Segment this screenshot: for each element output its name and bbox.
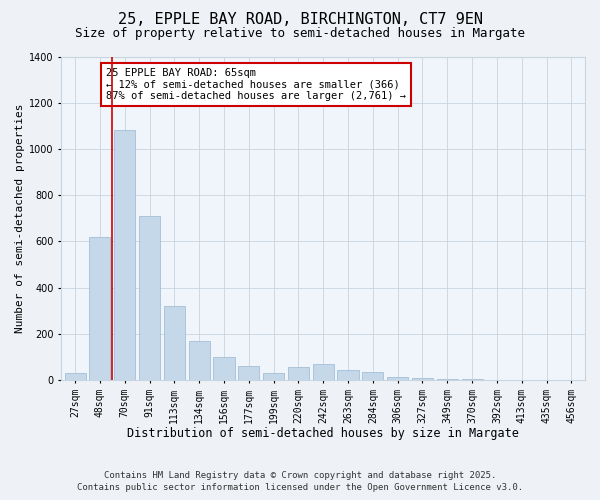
Bar <box>387 377 408 380</box>
Bar <box>313 364 334 380</box>
Bar <box>412 378 433 380</box>
Text: 25 EPPLE BAY ROAD: 65sqm
← 12% of semi-detached houses are smaller (366)
87% of : 25 EPPLE BAY ROAD: 65sqm ← 12% of semi-d… <box>106 68 406 101</box>
Bar <box>139 216 160 380</box>
X-axis label: Distribution of semi-detached houses by size in Margate: Distribution of semi-detached houses by … <box>127 427 519 440</box>
Bar <box>164 306 185 380</box>
Bar <box>188 340 209 380</box>
Bar <box>437 379 458 380</box>
Bar <box>65 373 86 380</box>
Text: Contains HM Land Registry data © Crown copyright and database right 2025.
Contai: Contains HM Land Registry data © Crown c… <box>77 471 523 492</box>
Text: 25, EPPLE BAY ROAD, BIRCHINGTON, CT7 9EN: 25, EPPLE BAY ROAD, BIRCHINGTON, CT7 9EN <box>118 12 482 28</box>
Bar <box>114 130 135 380</box>
Bar <box>238 366 259 380</box>
Text: Size of property relative to semi-detached houses in Margate: Size of property relative to semi-detach… <box>75 28 525 40</box>
Bar <box>89 236 110 380</box>
Bar <box>214 357 235 380</box>
Y-axis label: Number of semi-detached properties: Number of semi-detached properties <box>15 104 25 333</box>
Bar <box>337 370 359 380</box>
Bar <box>263 373 284 380</box>
Bar <box>362 372 383 380</box>
Bar <box>288 367 309 380</box>
